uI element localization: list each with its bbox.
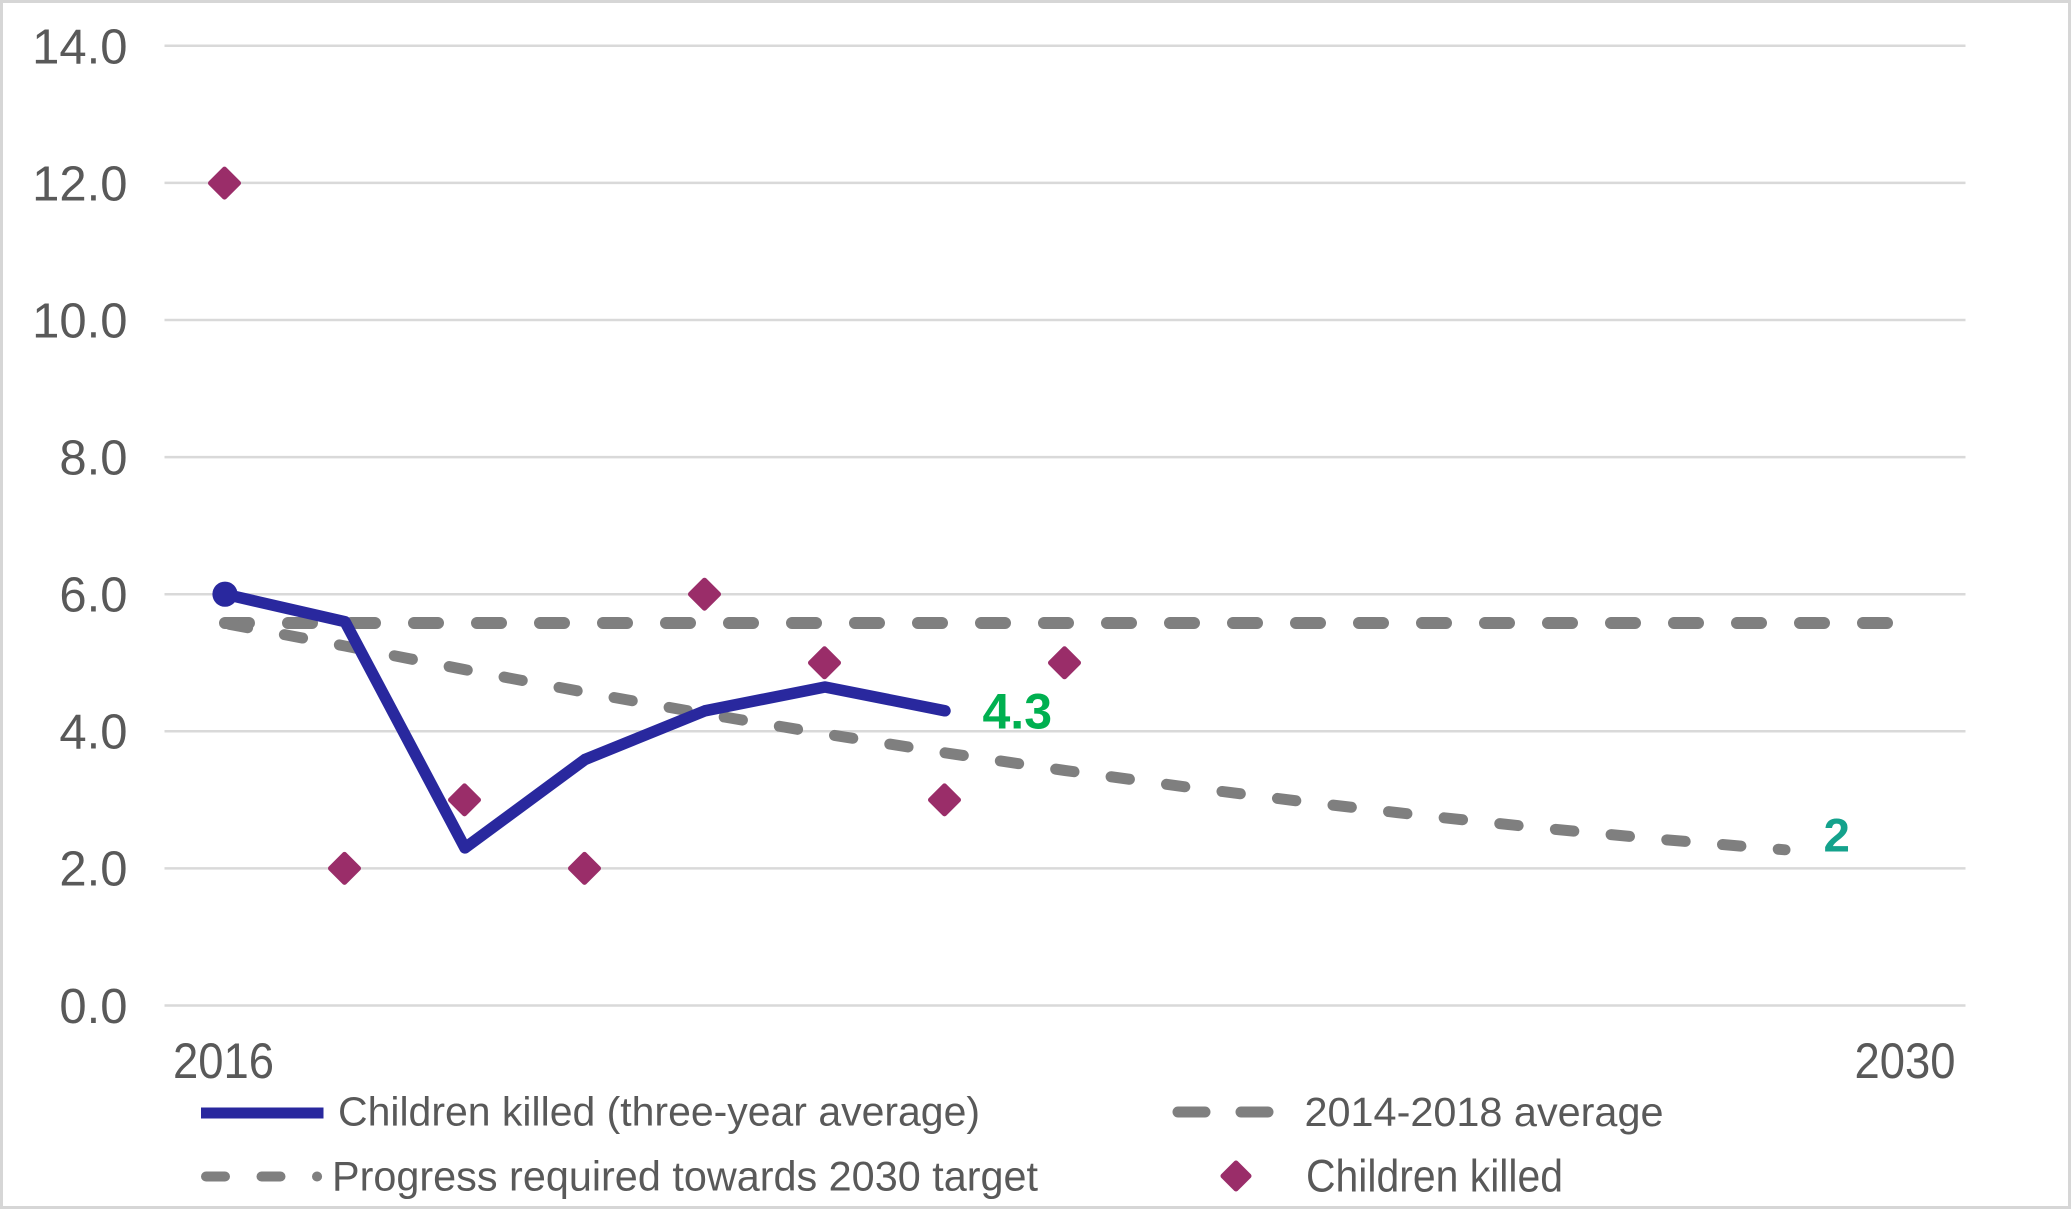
svg-text:Children killed (three-year av: Children killed (three-year average) [338, 1089, 980, 1135]
svg-text:14.0: 14.0 [32, 21, 127, 75]
svg-text:Children killed: Children killed [1306, 1151, 1563, 1202]
svg-text:4.0: 4.0 [59, 706, 127, 760]
svg-text:2014-2018 average: 2014-2018 average [1305, 1089, 1664, 1135]
svg-text:8.0: 8.0 [59, 432, 127, 486]
svg-text:2.0: 2.0 [59, 843, 127, 897]
svg-text:10.0: 10.0 [32, 295, 127, 349]
svg-text:Progress required towards 2030: Progress required towards 2030 target [332, 1153, 1038, 1200]
svg-text:2030: 2030 [1855, 1033, 1956, 1089]
svg-text:2: 2 [1824, 810, 1850, 863]
svg-text:0.0: 0.0 [59, 980, 127, 1034]
svg-text:4.3: 4.3 [983, 684, 1053, 740]
svg-text:12.0: 12.0 [32, 158, 127, 212]
svg-text:6.0: 6.0 [59, 569, 127, 623]
svg-text:2016: 2016 [173, 1033, 274, 1089]
